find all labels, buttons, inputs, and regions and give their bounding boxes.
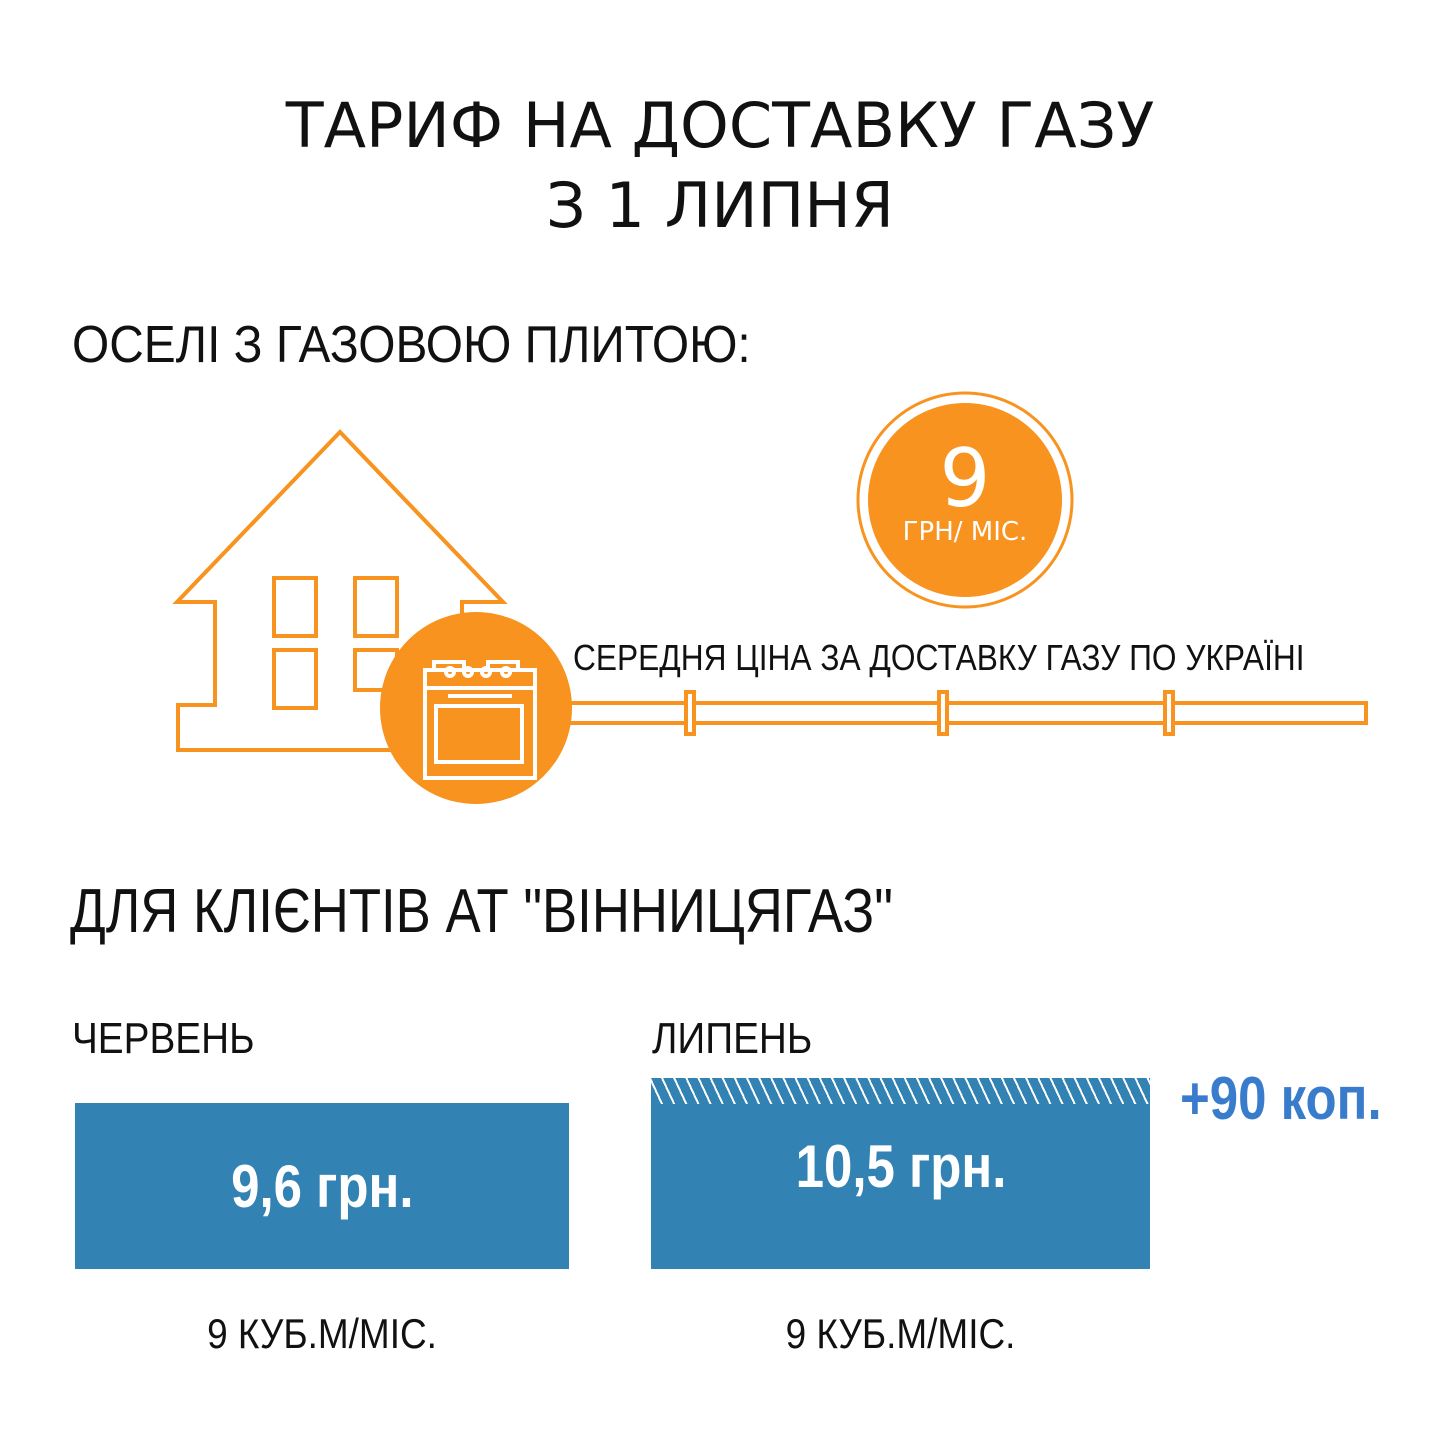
title-line-1: ТАРИФ НА ДОСТАВКУ ГАЗУ <box>285 89 1155 162</box>
badge-value: 9 <box>939 432 991 525</box>
stove-icon <box>423 660 537 780</box>
june-bar: 9,6 грн. <box>75 1103 569 1269</box>
section1-heading: ОСЕЛІ З ГАЗОВОЮ ПЛИТОЮ: <box>72 316 751 374</box>
house-stove-pipe-illustration <box>172 391 1368 804</box>
june-value: 9,6 грн. <box>230 1152 414 1220</box>
pipe-label: СЕРЕДНЯ ЦІНА ЗА ДОСТАВКУ ГАЗУ ПО УКРАЇНІ <box>573 637 1305 678</box>
july-bar: 10,5 грн. <box>651 1104 1150 1269</box>
badge-unit: ГРН/ МІС. <box>902 517 1028 547</box>
section2-heading: ДЛЯ КЛІЄНТІВ АТ "ВІННИЦЯГАЗ" <box>70 877 893 946</box>
june-label: ЧЕРВЕНЬ <box>72 1014 255 1063</box>
july-volume: 9 КУБ.М/МІС. <box>785 1310 1016 1357</box>
increase-label: +90 коп. <box>1180 1065 1382 1132</box>
increase-hatch <box>651 1078 1150 1104</box>
pipe-icon <box>558 690 1368 736</box>
price-badge <box>856 391 1074 609</box>
title-line-2: З 1 ЛИПНЯ <box>546 169 894 242</box>
june-volume: 9 КУБ.М/МІС. <box>207 1310 437 1357</box>
july-label: ЛИПЕНЬ <box>652 1014 813 1063</box>
july-value: 10,5 грн. <box>795 1133 1006 1200</box>
